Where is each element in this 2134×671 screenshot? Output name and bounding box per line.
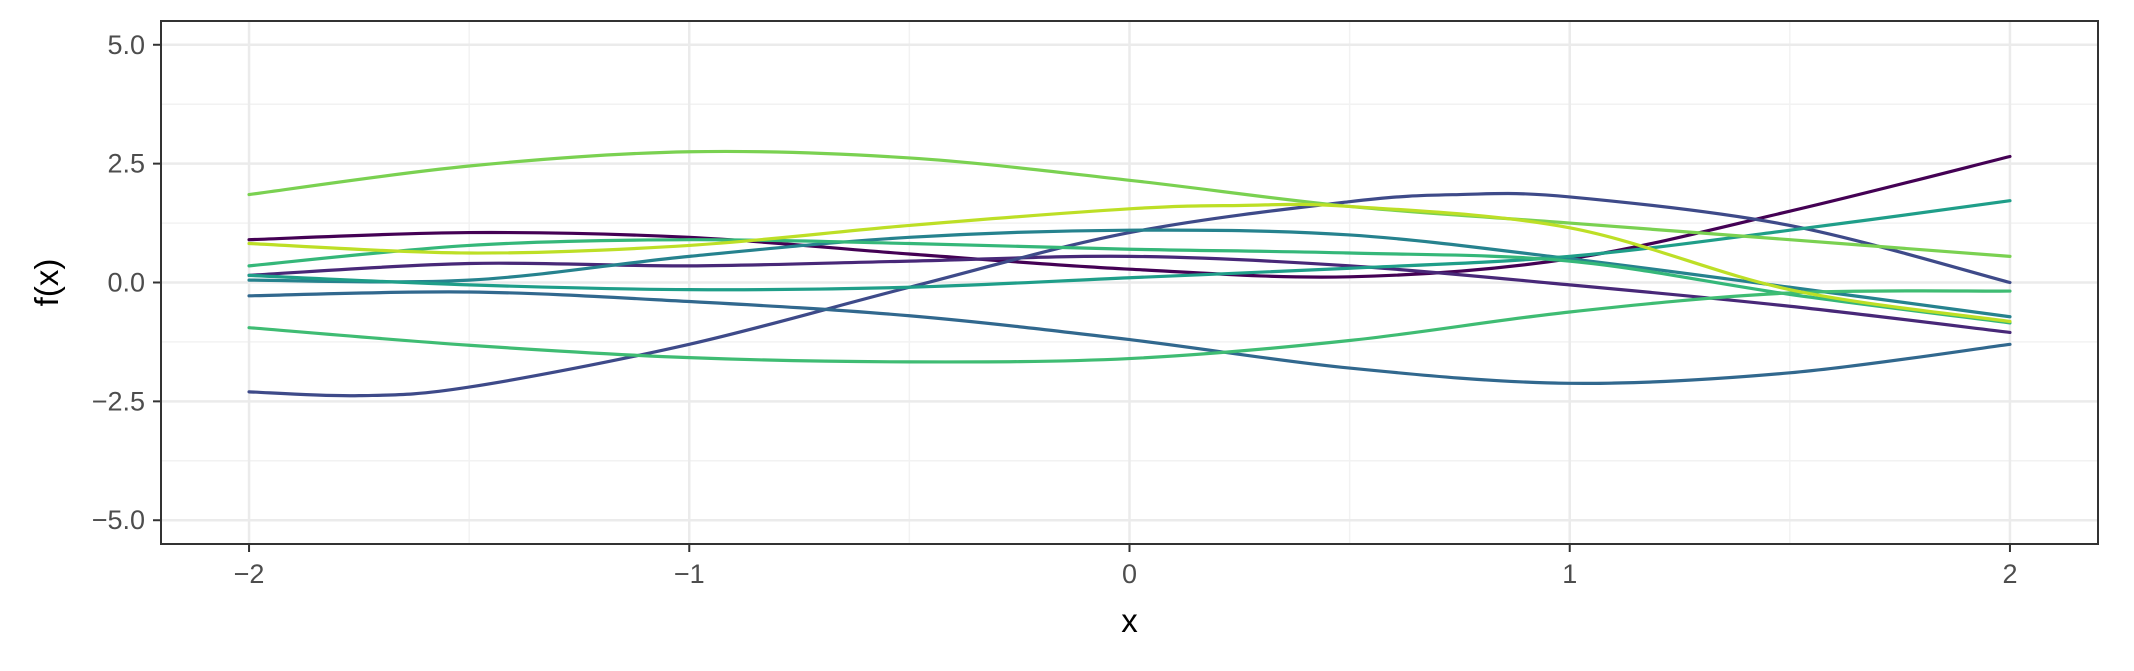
y-tick-label: −2.5 bbox=[92, 386, 145, 416]
series-line-3 bbox=[247, 191, 2012, 398]
x-tick-label: −1 bbox=[674, 559, 705, 589]
y-tick-label: 5.0 bbox=[107, 30, 145, 60]
series-line-7 bbox=[247, 238, 2012, 325]
x-tick-label: −2 bbox=[234, 559, 265, 589]
y-tick-label: −5.0 bbox=[92, 505, 145, 535]
y-tick-label: 2.5 bbox=[107, 149, 145, 179]
series-line-8 bbox=[247, 289, 2012, 364]
y-tick-label: 0.0 bbox=[107, 268, 145, 298]
x-axis-title: x bbox=[1121, 602, 1138, 639]
y-axis: −5.0 −2.5 0.0 2.5 5.0 bbox=[92, 30, 161, 535]
x-tick-label: 0 bbox=[1122, 559, 1137, 589]
series-line-9 bbox=[247, 149, 2012, 258]
series-line-5 bbox=[247, 228, 2012, 319]
x-tick-label: 2 bbox=[2002, 559, 2017, 589]
series-line-1 bbox=[247, 154, 2012, 279]
x-axis: −2 −1 0 1 2 bbox=[234, 544, 2017, 589]
y-axis-title: f(x) bbox=[28, 259, 65, 307]
series-layer bbox=[247, 149, 2012, 398]
series-line-2 bbox=[247, 254, 2012, 335]
series-line-4 bbox=[247, 290, 2012, 385]
series-line-10 bbox=[247, 202, 2012, 324]
x-tick-label: 1 bbox=[1562, 559, 1577, 589]
series-line-6 bbox=[247, 199, 2012, 292]
